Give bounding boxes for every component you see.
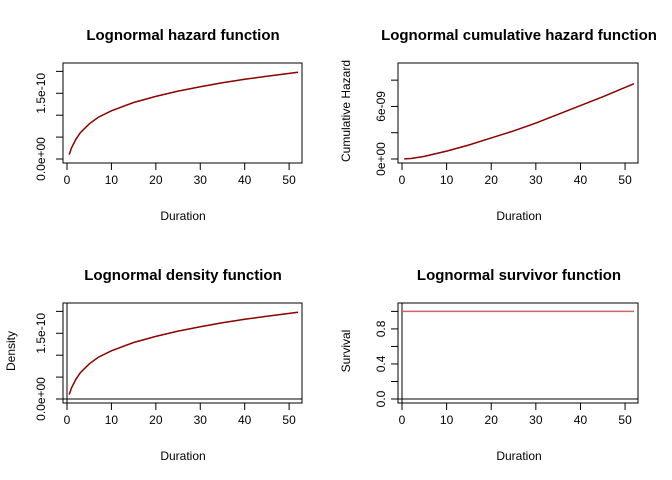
hazard-x-tick-label: 0 [64, 173, 71, 187]
survivor-x-tick-label: 20 [485, 413, 499, 427]
hazard-panel: Lognormal hazard function Duration 0 10 20… [34, 27, 303, 223]
hazard-y-tick-label: 0.0e+00 [34, 137, 48, 181]
survivor-y-tick-label: 0.0 [374, 390, 388, 407]
survivor-title: Lognormal survivor function [417, 267, 621, 284]
density-title: Lognormal density function [84, 267, 282, 284]
survivor-plot-frame [397, 302, 639, 404]
survivor-x-tick-label: 0 [399, 413, 406, 427]
density-x-tick-label: 20 [149, 413, 163, 427]
hazard-xlabel: Duration [160, 209, 205, 223]
cumulative-hazard-x-tick-label: 50 [618, 173, 632, 187]
density-x-tick-label: 30 [194, 413, 208, 427]
survivor-x-tick-label: 50 [618, 413, 632, 427]
density-x-tick-label: 0 [64, 413, 71, 427]
density-y-tick-label: 0.0e+00 [34, 377, 48, 421]
survivor-y-tick-label: 0.8 [374, 320, 388, 337]
cumulative-hazard-xlabel: Duration [496, 209, 541, 223]
survivor-x-tick-label: 30 [529, 413, 543, 427]
cumulative-hazard-x-tick-label: 20 [485, 173, 499, 187]
density-y-tick-label: 1.5e-10 [34, 313, 48, 354]
survivor-panel: Lognormal survivor function Duration Sur… [339, 267, 639, 463]
cumulative-hazard-ylabel: Cumulative Hazard [339, 60, 353, 162]
hazard-curve [68, 71, 299, 155]
survivor-xlabel: Duration [496, 449, 541, 463]
survivor-y-tick-label: 0.4 [374, 355, 388, 372]
density-ylabel: Density [4, 331, 18, 371]
hazard-x-tick-label: 30 [194, 173, 208, 187]
cumulative-hazard-y-tick-label: 0e+00 [374, 142, 388, 176]
cumulative-hazard-x-tick-label: 0 [399, 173, 406, 187]
density-x-tick-label: 40 [238, 413, 252, 427]
cumulative-hazard-x-tick-label: 10 [440, 173, 454, 187]
density-x-tick-label: 10 [105, 413, 119, 427]
hazard-x-tick-label: 40 [238, 173, 252, 187]
survivor-ylabel: Survival [339, 330, 353, 373]
density-panel: Lognormal density function Duration Dens… [4, 267, 303, 463]
hazard-x-tick-label: 20 [149, 173, 163, 187]
cumulative-hazard-title: Lognormal cumulative hazard function [381, 27, 657, 44]
hazard-x-tick-label: 50 [282, 173, 296, 187]
density-x-tick-label: 50 [282, 413, 296, 427]
cumulative-hazard-plot-frame [397, 62, 639, 164]
survivor-x-tick-label: 40 [574, 413, 588, 427]
survivor-x-tick-label: 10 [440, 413, 454, 427]
density-curve [68, 311, 299, 395]
cumulative-hazard-panel: Lognormal cumulative hazard function Dur… [339, 27, 657, 223]
cumulative-hazard-curve [404, 82, 635, 160]
hazard-y-tick-label: 1.5e-10 [34, 73, 48, 114]
hazard-title: Lognormal hazard function [86, 27, 279, 44]
cumulative-hazard-x-tick-label: 40 [574, 173, 588, 187]
cumulative-hazard-y-tick-label: 6e-09 [374, 91, 388, 122]
hazard-plot-frame [62, 62, 303, 164]
hazard-x-tick-label: 10 [105, 173, 119, 187]
density-xlabel: Duration [160, 449, 205, 463]
cumulative-hazard-x-tick-label: 30 [529, 173, 543, 187]
density-plot-frame [62, 302, 303, 404]
